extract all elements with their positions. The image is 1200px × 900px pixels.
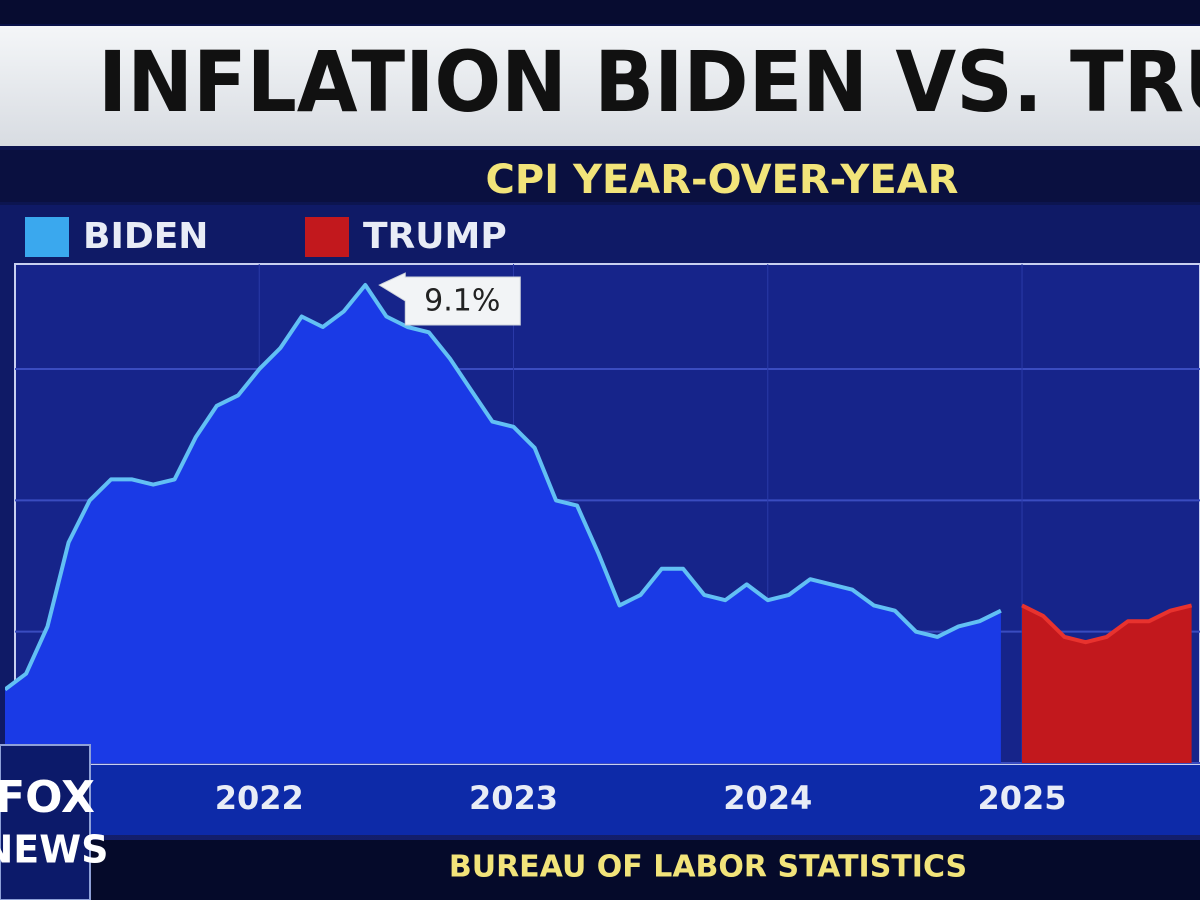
x-tick-label: 2024	[723, 779, 812, 817]
legend-swatch	[305, 217, 349, 257]
area-fill	[5, 285, 1001, 763]
chart-title: INFLATION BIDEN VS. TRU	[98, 33, 1200, 131]
annotation: 9.1%	[378, 272, 521, 326]
area-line	[5, 283, 1002, 692]
legend: BIDEN TRUMP	[25, 216, 507, 257]
logo-bottom: NEWS	[0, 828, 109, 872]
area-line	[1021, 603, 1193, 645]
chart-subtitle: CPI YEAR-OVER-YEAR	[486, 157, 959, 203]
x-axis-band	[90, 765, 1200, 835]
annotation-box	[378, 272, 521, 326]
legend-label: BIDEN	[83, 216, 208, 257]
logo-box	[0, 744, 91, 900]
source-bar	[0, 840, 1200, 900]
annotation-label: 9.1%	[424, 284, 500, 319]
x-axis: 2022 2023 2024 2025	[215, 779, 1067, 817]
x-tick-label: 2022	[215, 779, 304, 817]
legend-label: TRUMP	[363, 216, 507, 257]
x-tick-label: 2023	[469, 779, 558, 817]
x-tick-label: 2025	[977, 779, 1066, 817]
logo-top: FOX	[0, 772, 95, 823]
plot	[5, 283, 1193, 763]
top-edge	[0, 0, 1200, 24]
title-bar	[0, 26, 1200, 146]
subtitle-bar	[0, 150, 1200, 202]
legend-swatch	[25, 217, 69, 257]
source: BUREAU OF LABOR STATISTICS	[449, 850, 967, 885]
area-fill	[1022, 605, 1192, 763]
